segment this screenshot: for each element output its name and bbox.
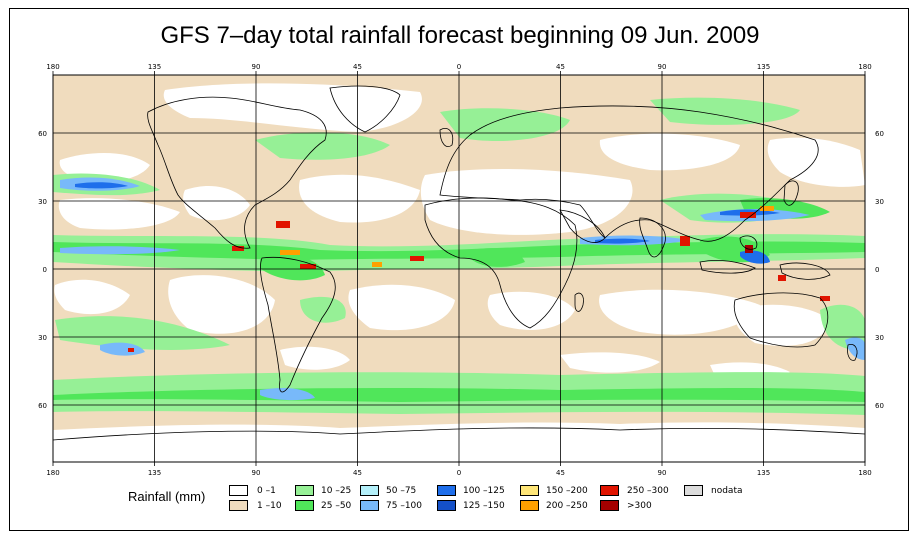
- legend-label: 50 –75: [386, 486, 417, 496]
- lon-label: 45: [556, 63, 565, 71]
- lat-labels-left: 60 30 0 30 60: [38, 130, 47, 410]
- map-title: GFS 7–day total rainfall forecast beginn…: [160, 22, 760, 49]
- lon-label: 0: [457, 469, 461, 477]
- lat-label: 0: [875, 266, 879, 274]
- legend-label: 150 –200: [546, 486, 588, 496]
- lon-label: 180: [46, 63, 59, 71]
- legend-swatch-250-300: [600, 485, 619, 496]
- lon-labels-top: 180 135 90 45 0 45 90 135 180: [46, 63, 871, 71]
- lon-label: 135: [148, 63, 161, 71]
- legend-swatch-1-10: [229, 500, 248, 511]
- lat-label: 30: [38, 198, 47, 206]
- legend-swatch-over-300: [600, 500, 619, 511]
- legend-label: nodata: [711, 486, 743, 496]
- legend-label: 25 –50: [321, 501, 352, 511]
- legend-title: Rainfall (mm): [128, 489, 206, 504]
- legend-label: 125 –150: [463, 501, 505, 511]
- lon-label: 135: [757, 469, 770, 477]
- legend-swatch-100-125: [437, 485, 456, 496]
- lat-label: 60: [875, 130, 884, 138]
- lon-label: 90: [252, 63, 261, 71]
- lon-label: 90: [252, 469, 261, 477]
- tick-marks: [52, 71, 866, 466]
- lon-label: 180: [858, 469, 871, 477]
- lat-labels-right: 60 30 0 30 60: [875, 130, 884, 410]
- legend-swatch-125-150: [437, 500, 456, 511]
- lon-label: 180: [46, 469, 59, 477]
- legend-label: 250 –300: [627, 486, 669, 496]
- legend-label: 100 –125: [463, 486, 505, 496]
- legend-label: 1 –10: [257, 501, 282, 511]
- lon-label: 135: [148, 469, 161, 477]
- legend-label: 200 –250: [546, 501, 588, 511]
- legend-swatch-200-250: [520, 500, 539, 511]
- legend-label: >300: [627, 501, 652, 511]
- legend-swatch-25-50: [295, 500, 314, 511]
- lon-label: 45: [353, 469, 362, 477]
- lon-label: 0: [457, 63, 461, 71]
- legend-swatch-150-200: [520, 485, 539, 496]
- lat-label: 30: [875, 334, 884, 342]
- lon-label: 45: [353, 63, 362, 71]
- figure-frame: [9, 8, 909, 531]
- legend-label: 0 –1: [257, 486, 276, 496]
- legend-swatch-50-75: [360, 485, 379, 496]
- lon-label: 180: [858, 63, 871, 71]
- lat-label: 30: [875, 198, 884, 206]
- graticule: [53, 75, 865, 462]
- lat-label: 60: [38, 130, 47, 138]
- legend-swatch-10-25: [295, 485, 314, 496]
- lon-label: 90: [658, 63, 667, 71]
- lon-label: 45: [556, 469, 565, 477]
- lat-label: 30: [38, 334, 47, 342]
- lat-label: 60: [38, 402, 47, 410]
- legend-label: 75 –100: [386, 501, 422, 511]
- lat-label: 0: [43, 266, 47, 274]
- lon-label: 90: [658, 469, 667, 477]
- legend-label: 10 –25: [321, 486, 352, 496]
- lon-label: 135: [757, 63, 770, 71]
- continent-outlines: [53, 85, 865, 441]
- lon-labels-bottom: 180 135 90 45 0 45 90 135 180: [46, 469, 871, 477]
- lat-label: 60: [875, 402, 884, 410]
- legend-swatch-nodata: [684, 485, 703, 496]
- legend-swatch-75-100: [360, 500, 379, 511]
- legend-swatch-0-1: [229, 485, 248, 496]
